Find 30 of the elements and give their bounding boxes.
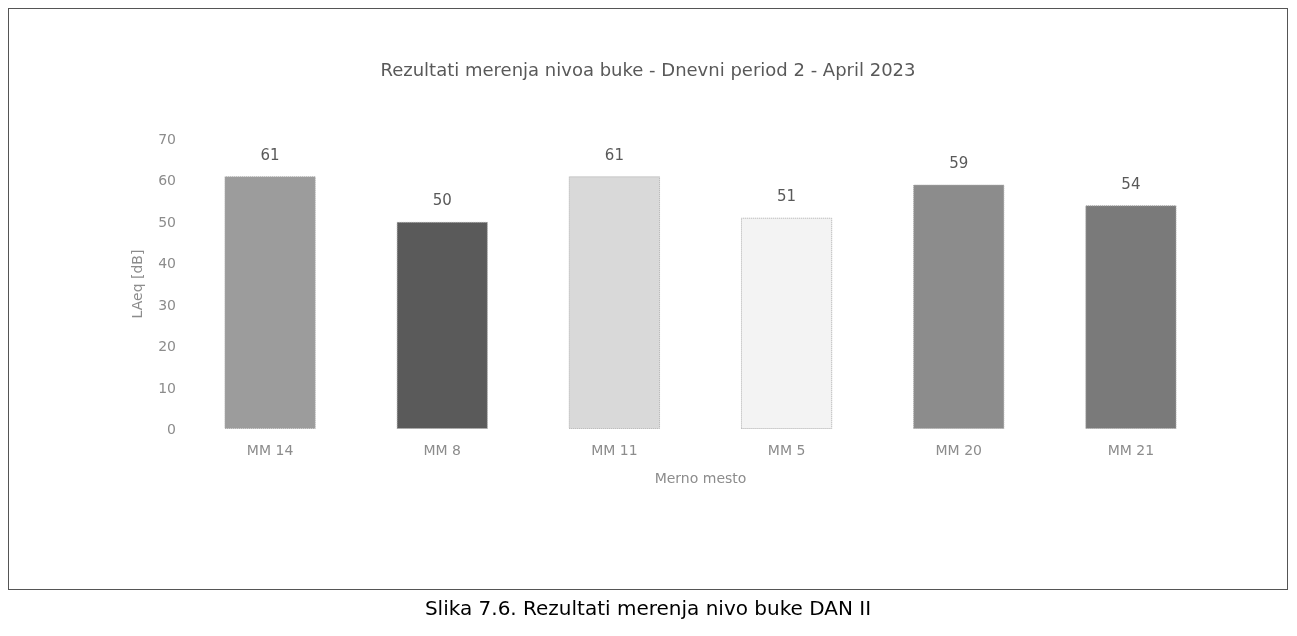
y-tick-label: 70 xyxy=(158,131,176,147)
text: Slika 7.6. Rezultati merenja nivo buke DAN II xyxy=(423,596,873,620)
data-label: 61 xyxy=(604,145,624,164)
data-label: 61 xyxy=(260,145,280,164)
x-tick-label: MM 14 xyxy=(246,442,294,458)
bar xyxy=(913,184,1005,429)
x-tick-label: MM 11 xyxy=(591,442,638,458)
y-tick-label: 10 xyxy=(158,379,176,396)
bar xyxy=(1085,205,1177,429)
y-tick-label: 30 xyxy=(158,296,176,313)
data-label: 51 xyxy=(777,187,797,206)
bar xyxy=(568,176,661,429)
chart-title: Rezultati merenja nivoa buke - Dnevni period 2 - April 2023 xyxy=(380,58,916,80)
data-label: 54 xyxy=(1121,174,1141,193)
bar xyxy=(396,221,488,429)
x-tick-label: MM 8 xyxy=(423,442,462,458)
y-tick-label: 60 xyxy=(158,172,176,189)
y-tick-label: 40 xyxy=(158,255,176,272)
data-label: 59 xyxy=(949,154,969,173)
y-axis-title: LAeq [dB] xyxy=(129,249,145,319)
bar xyxy=(224,176,316,429)
x-tick-label: MM 21 xyxy=(1107,442,1155,458)
x-axis-title: Merno mesto xyxy=(654,470,747,486)
bar xyxy=(740,217,833,429)
x-tick-label: MM 20 xyxy=(935,442,982,458)
y-tick-label: 20 xyxy=(158,338,176,355)
y-tick-label: 50 xyxy=(158,213,176,230)
x-tick-label: MM 5 xyxy=(767,442,806,458)
y-tick-label: 0 xyxy=(167,421,176,437)
data-label: 50 xyxy=(432,191,452,210)
